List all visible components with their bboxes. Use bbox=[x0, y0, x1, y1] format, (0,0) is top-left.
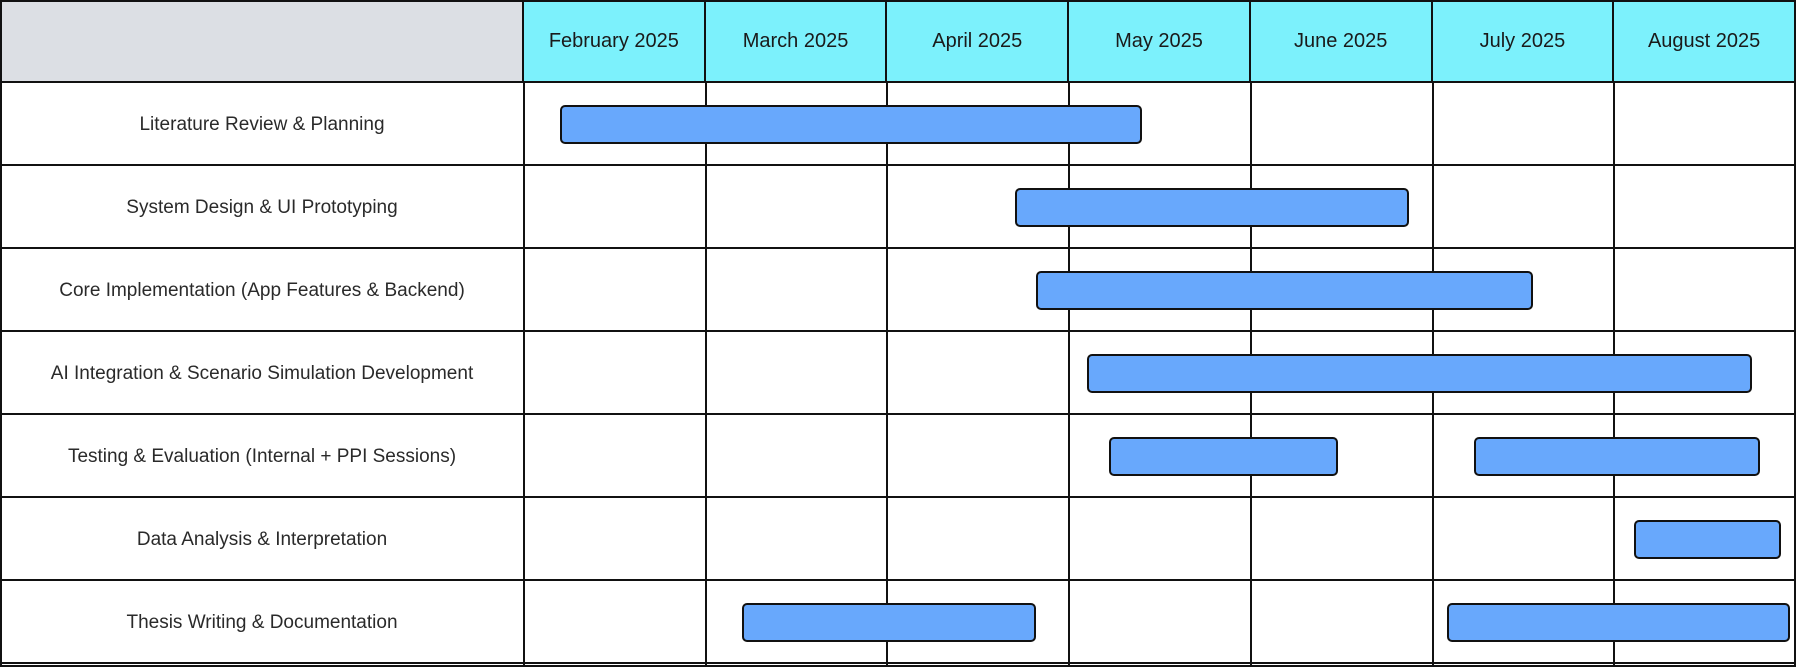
month-header-3: May 2025 bbox=[1069, 0, 1251, 83]
task-bar-1-0 bbox=[1014, 188, 1409, 227]
task-bar-4-0 bbox=[1109, 437, 1339, 476]
task-label-6: Thesis Writing & Documentation bbox=[126, 611, 398, 633]
outer-border-bottom bbox=[0, 665, 1796, 667]
outer-border-right bbox=[1794, 0, 1796, 667]
task-label-3: AI Integration & Scenario Simulation Dev… bbox=[50, 362, 474, 384]
task-label-1: System Design & UI Prototyping bbox=[126, 196, 398, 218]
month-header-0: February 2025 bbox=[524, 0, 706, 83]
task-bar-2-0 bbox=[1036, 271, 1533, 310]
task-label-4: Testing & Evaluation (Internal + PPI Ses… bbox=[67, 445, 457, 467]
task-row-1 bbox=[0, 166, 1796, 249]
month-header-1: March 2025 bbox=[705, 0, 888, 83]
task-row-4 bbox=[0, 415, 1796, 498]
task-row-2 bbox=[0, 249, 1796, 332]
month-header-6: August 2025 bbox=[1614, 0, 1796, 83]
grid-vline-2 bbox=[886, 83, 889, 667]
outer-border-left bbox=[0, 0, 2, 667]
task-label-2: Core Implementation (App Features & Back… bbox=[59, 279, 465, 301]
grid-vline-1 bbox=[704, 83, 707, 667]
grid-vline-3 bbox=[1068, 83, 1071, 667]
task-bar-6-1 bbox=[1447, 603, 1790, 642]
task-label-5: Data Analysis & Interpretation bbox=[136, 528, 388, 550]
month-header-5: July 2025 bbox=[1432, 0, 1615, 83]
task-row-5 bbox=[0, 498, 1796, 581]
task-label-0: Literature Review & Planning bbox=[139, 113, 385, 135]
task-bar-0-0 bbox=[560, 105, 1142, 144]
task-bar-3-0 bbox=[1087, 354, 1753, 393]
month-header-4: June 2025 bbox=[1250, 0, 1433, 83]
grid-vline-0 bbox=[523, 83, 525, 667]
header-corner bbox=[0, 0, 524, 83]
task-bar-4-1 bbox=[1474, 437, 1760, 476]
month-header-2: April 2025 bbox=[887, 0, 1070, 83]
task-row-6 bbox=[0, 581, 1796, 664]
task-bar-5-0 bbox=[1634, 520, 1782, 559]
task-row-0 bbox=[0, 83, 1796, 166]
task-row-3 bbox=[0, 332, 1796, 415]
task-bar-6-0 bbox=[742, 603, 1037, 642]
